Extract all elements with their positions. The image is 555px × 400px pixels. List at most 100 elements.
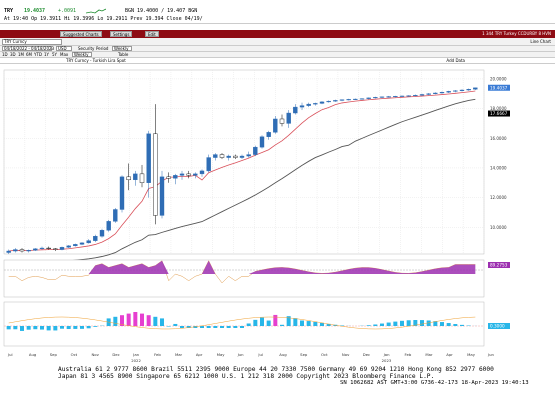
histogram-bar	[46, 326, 51, 331]
ticker-stats: At 19:40 Op 19.3911 Hi 19.3996 Lo 19.291…	[4, 16, 203, 22]
price-chart[interactable]: 10.0000 12.0000 14.0000 16.0000 18.0000 20.00…	[0, 64, 555, 364]
date-label: Oct	[71, 352, 78, 357]
histogram-bar	[233, 326, 238, 328]
histogram-bar	[273, 314, 278, 326]
histogram-bar	[260, 317, 264, 326]
histogram-bar	[300, 320, 304, 326]
date-label: Feb	[405, 352, 412, 357]
price-tick-label: 10.0000	[490, 225, 507, 230]
candle-body	[13, 249, 18, 252]
settings-button[interactable]: Settings	[110, 31, 133, 37]
histogram-bar	[393, 321, 398, 326]
candle-body	[39, 247, 45, 250]
date-label: Apr	[446, 352, 453, 357]
histogram-bar	[200, 326, 204, 328]
zoom-1m[interactable]: 1M	[18, 52, 24, 57]
candle-body	[446, 91, 451, 93]
candle-body	[186, 173, 191, 176]
chart-area[interactable]: 10.0000 12.0000 14.0000 16.0000 18.0000 20.00…	[0, 64, 555, 386]
candle-body	[66, 245, 71, 248]
candle-body	[399, 95, 405, 97]
candle-body	[119, 176, 125, 210]
zoom-ytd[interactable]: YTD	[34, 52, 42, 57]
candle-body	[6, 250, 11, 253]
date-label: Jul	[7, 352, 13, 357]
moving-averages	[8, 90, 476, 265]
frequency-select[interactable]: Weekly	[112, 46, 132, 51]
candle-body	[286, 112, 291, 124]
indicator-panels: 89.2753 0.3000	[3, 259, 510, 347]
candle-body	[359, 98, 365, 100]
candle-body	[86, 240, 91, 244]
short-ma-line	[8, 90, 476, 252]
signal-line	[8, 316, 476, 330]
date-label: Jul	[257, 352, 263, 357]
histogram-bar	[153, 316, 158, 326]
zoom-6m[interactable]: 6M	[26, 52, 32, 57]
zoom-3d[interactable]: 3D	[10, 52, 16, 57]
macd-tag-bg	[488, 323, 510, 329]
add-data-button[interactable]: Add Data	[446, 58, 465, 63]
candle-body	[126, 176, 131, 181]
histogram-bar	[373, 324, 378, 326]
histogram-bar	[60, 326, 64, 329]
security-label: Security	[78, 46, 95, 51]
suggested-charts-button[interactable]: Suggested Charts	[60, 31, 102, 37]
histogram-bar	[120, 315, 124, 326]
candle-body	[279, 118, 285, 124]
histogram-bar	[306, 321, 311, 326]
histogram-bar	[26, 326, 31, 330]
candle-body	[179, 173, 185, 176]
histogram-bar	[366, 325, 371, 326]
date-label: Nov	[342, 352, 350, 357]
table-button[interactable]: Table	[118, 52, 129, 57]
ticker-symbol[interactable]: TRY	[4, 8, 14, 14]
sparkline-icon	[86, 8, 106, 14]
histogram-bar	[220, 326, 224, 328]
candle-body	[246, 154, 251, 157]
zoom-max[interactable]: Max	[60, 52, 69, 57]
candle-body	[106, 221, 111, 231]
candle-body	[113, 209, 118, 222]
candle-body	[466, 89, 471, 91]
year-label: 2022	[131, 358, 141, 363]
chart-grid	[3, 69, 485, 255]
candle-body	[339, 99, 345, 101]
histogram-bar	[206, 326, 211, 328]
histogram-bar	[386, 322, 391, 326]
histogram-bar	[80, 326, 84, 329]
histogram-bar	[406, 320, 411, 326]
chart-type-label[interactable]: Line Chart	[530, 39, 551, 44]
security-field[interactable]: TRY Curncy	[2, 39, 62, 45]
candle-body	[199, 170, 205, 175]
date-range-field[interactable]: 04/18/2022 - 04/18/2023	[2, 46, 55, 51]
zoom-1d[interactable]: 1D	[2, 52, 8, 57]
ticker-price: 19.4037	[24, 8, 46, 14]
histogram-bar	[280, 324, 284, 326]
histogram-bar	[113, 316, 118, 326]
histogram-bar	[380, 323, 384, 326]
histogram-bar	[313, 321, 318, 326]
histogram-bar	[246, 323, 251, 326]
candle-body	[139, 173, 145, 183]
currency-field[interactable]: USD	[56, 46, 72, 51]
price-tick-label: 16.0000	[490, 136, 507, 141]
zoom-5y[interactable]: 5Y	[52, 52, 57, 57]
candle-body	[273, 118, 278, 133]
candle-body	[266, 132, 271, 137]
mode-select[interactable]: Weekly	[72, 52, 92, 57]
date-label: Mar	[425, 352, 433, 357]
date-label: Aug	[29, 352, 37, 357]
candle-body	[313, 103, 318, 105]
candle-body	[253, 146, 258, 155]
histogram-bar	[186, 326, 191, 328]
candle-body	[299, 105, 305, 108]
candle-body	[386, 96, 391, 98]
edit-button[interactable]: Edit	[145, 31, 159, 37]
histogram-bar	[160, 318, 164, 326]
candle-body	[326, 100, 331, 103]
candle-body	[166, 176, 171, 179]
histogram-bar	[133, 312, 138, 326]
histogram-bar	[213, 326, 218, 328]
zoom-1y[interactable]: 1Y	[44, 52, 49, 57]
